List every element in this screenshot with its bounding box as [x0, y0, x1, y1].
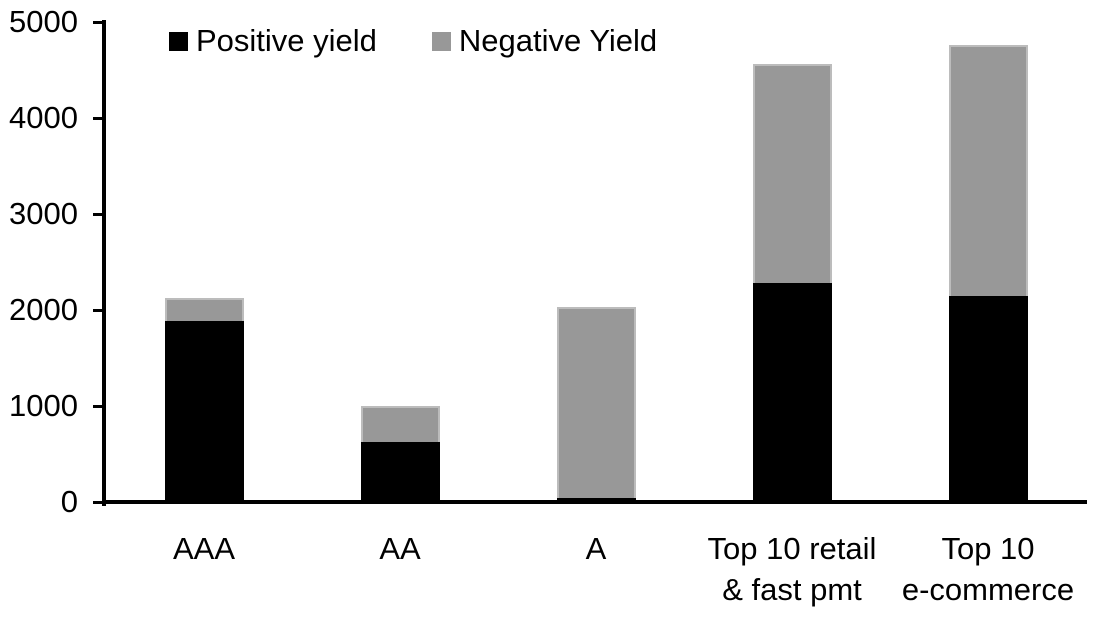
- y-tick: [93, 212, 102, 216]
- bar-segment-positive-yield-top-10-e-commerce: [948, 295, 1028, 502]
- legend-item-negative-yield: Negative Yield: [431, 23, 658, 58]
- legend-label-negative-yield: Negative Yield: [458, 23, 658, 58]
- y-tick-label: 1000: [9, 388, 78, 423]
- bar-segment-negative-yield-top-10-e-commerce: [948, 45, 1028, 296]
- x-axis-line: [102, 500, 1087, 504]
- legend-swatch-negative-yield: [431, 31, 451, 51]
- y-tick: [93, 116, 102, 120]
- y-tick: [93, 500, 102, 504]
- bar-segment-positive-yield-aaa: [164, 320, 244, 502]
- chart-legend: Positive yield Negative Yield: [169, 24, 657, 58]
- y-tick: [93, 404, 102, 408]
- bar-segment-negative-yield-a: [556, 307, 636, 499]
- bar-segment-positive-yield-a: [556, 498, 636, 502]
- bar-segment-negative-yield-top-10-retail-fast-pmt: [752, 64, 832, 284]
- y-tick-label: 2000: [9, 292, 78, 327]
- y-tick: [93, 308, 102, 312]
- y-tick-label: 5000: [9, 4, 78, 39]
- y-tick-label: 4000: [9, 100, 78, 135]
- legend-item-positive-yield: Positive yield: [169, 24, 377, 58]
- bar-segment-negative-yield-aa: [360, 406, 440, 443]
- bar-segment-negative-yield-aaa: [164, 298, 244, 321]
- category-label-a: A: [585, 531, 607, 566]
- y-tick: [93, 20, 102, 24]
- legend-swatch-positive-yield: [169, 31, 188, 51]
- category-label-aaa: AAA: [172, 531, 236, 566]
- category-label-aa: AA: [379, 531, 421, 566]
- legend-label-positive-yield: Positive yield: [196, 23, 377, 58]
- bar-segment-positive-yield-top-10-retail-fast-pmt: [752, 283, 832, 502]
- y-axis-line: [102, 20, 106, 506]
- y-tick-label: 3000: [9, 196, 78, 231]
- y-tick-label: 0: [60, 484, 78, 519]
- category-label-top-10-e-commerce: Top 10 e-commerce: [901, 531, 1075, 607]
- bar-segment-positive-yield-aa: [360, 442, 440, 502]
- category-label-top-10-retail-fast-pmt: Top 10 retail & fast pmt: [707, 531, 877, 607]
